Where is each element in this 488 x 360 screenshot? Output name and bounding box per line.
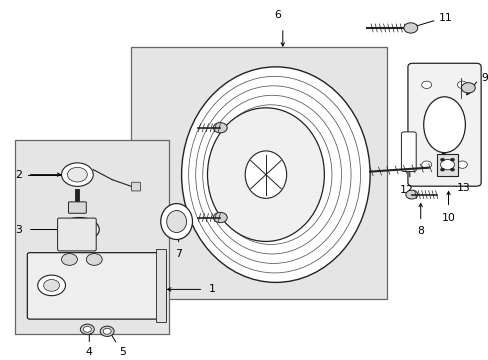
FancyBboxPatch shape [401, 132, 415, 171]
Text: 6: 6 [274, 10, 281, 20]
FancyBboxPatch shape [407, 63, 480, 186]
Ellipse shape [66, 222, 92, 237]
Bar [131, 47, 386, 300]
Circle shape [61, 253, 77, 265]
Text: 13: 13 [455, 183, 469, 193]
Circle shape [100, 326, 114, 337]
Ellipse shape [207, 108, 324, 242]
Circle shape [80, 324, 94, 334]
FancyBboxPatch shape [27, 253, 166, 319]
FancyBboxPatch shape [131, 182, 140, 191]
Ellipse shape [161, 203, 192, 239]
Ellipse shape [181, 67, 369, 282]
Ellipse shape [244, 151, 286, 198]
Circle shape [103, 328, 111, 334]
Text: 9: 9 [480, 73, 487, 83]
FancyBboxPatch shape [156, 249, 165, 322]
Circle shape [421, 81, 431, 89]
Ellipse shape [423, 97, 465, 153]
Circle shape [213, 123, 227, 133]
Text: 8: 8 [416, 225, 423, 235]
Text: 4: 4 [86, 347, 93, 357]
FancyBboxPatch shape [68, 202, 86, 213]
FancyBboxPatch shape [58, 218, 96, 251]
Bar [15, 140, 168, 334]
Circle shape [83, 327, 91, 332]
Circle shape [461, 83, 474, 93]
Text: 12: 12 [399, 185, 413, 195]
Text: 7: 7 [175, 249, 182, 260]
Text: 5: 5 [119, 347, 126, 357]
Ellipse shape [166, 211, 186, 233]
Text: 10: 10 [441, 212, 454, 222]
Circle shape [403, 23, 417, 33]
Text: 3: 3 [15, 225, 22, 234]
Text: 2: 2 [15, 170, 22, 180]
Circle shape [456, 81, 467, 89]
Circle shape [67, 167, 87, 182]
Circle shape [440, 158, 444, 161]
Circle shape [38, 275, 65, 296]
Circle shape [421, 161, 431, 168]
Circle shape [86, 253, 102, 265]
Circle shape [449, 158, 453, 161]
Text: 11: 11 [438, 13, 451, 23]
Circle shape [456, 161, 467, 168]
Circle shape [61, 163, 93, 186]
Circle shape [440, 168, 444, 171]
Circle shape [43, 279, 60, 291]
Circle shape [405, 190, 417, 199]
Text: 1: 1 [208, 284, 215, 294]
Circle shape [449, 168, 453, 171]
Ellipse shape [60, 217, 99, 242]
Circle shape [213, 212, 227, 223]
Circle shape [440, 159, 453, 170]
FancyBboxPatch shape [436, 154, 457, 176]
